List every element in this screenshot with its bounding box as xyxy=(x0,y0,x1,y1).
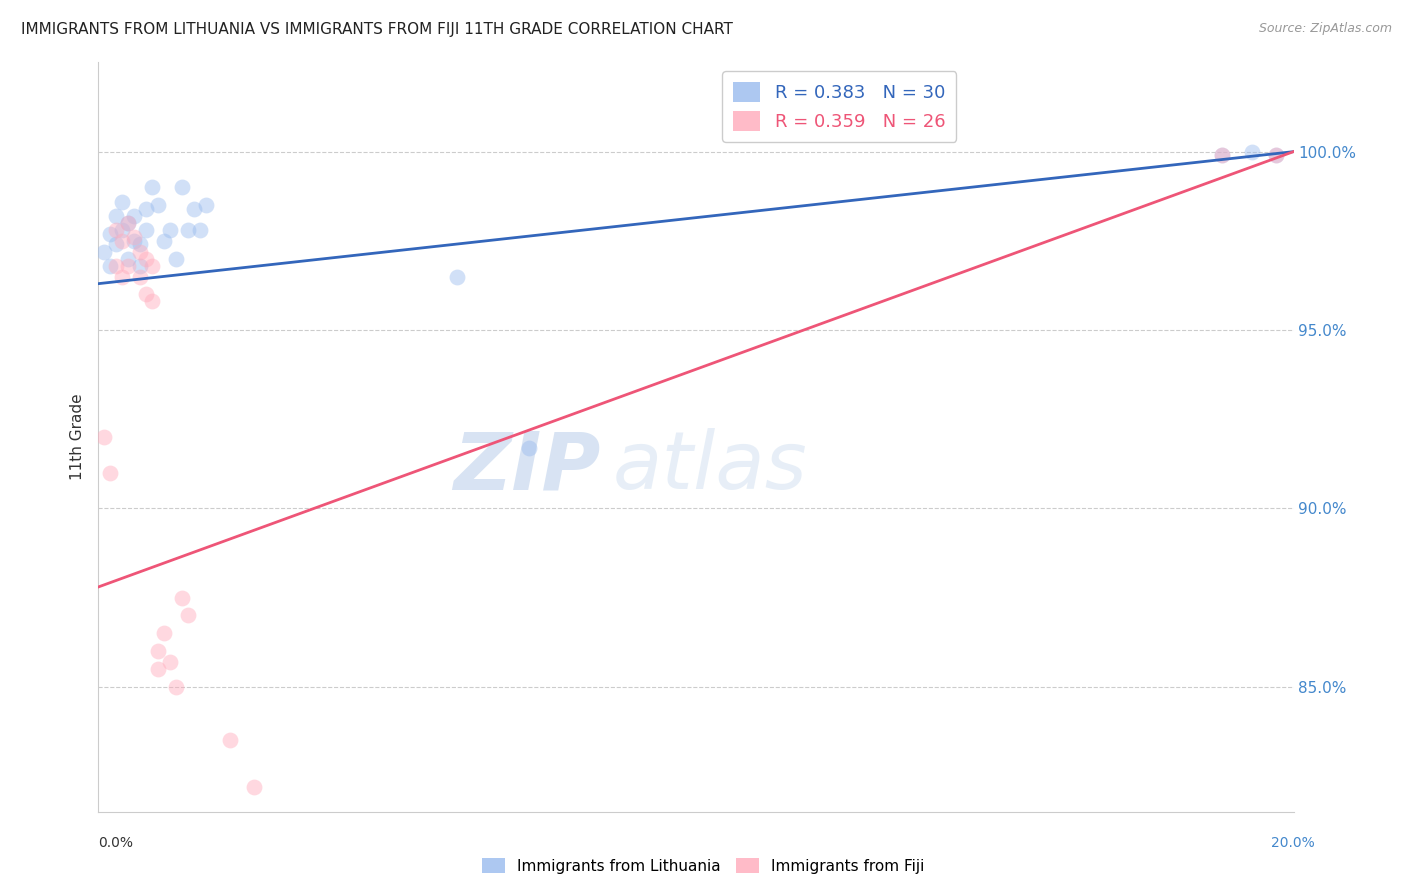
Point xyxy=(135,287,157,301)
Point xyxy=(153,626,176,640)
Point xyxy=(141,294,163,309)
Point xyxy=(135,202,157,216)
Point xyxy=(117,216,139,230)
Text: 0.0%: 0.0% xyxy=(98,836,134,850)
Point xyxy=(1264,148,1286,162)
Point xyxy=(159,655,181,669)
Point xyxy=(129,244,152,259)
Point xyxy=(124,234,146,248)
Point xyxy=(129,269,152,284)
Legend: R = 0.383   N = 30, R = 0.359   N = 26: R = 0.383 N = 30, R = 0.359 N = 26 xyxy=(723,71,956,142)
Point xyxy=(1240,145,1263,159)
Point xyxy=(159,223,181,237)
Point xyxy=(129,259,152,273)
Point xyxy=(117,216,139,230)
Point xyxy=(188,223,211,237)
Point xyxy=(111,194,134,209)
Point xyxy=(165,252,187,266)
Point xyxy=(111,234,134,248)
Text: ZIP: ZIP xyxy=(453,428,600,506)
Point xyxy=(172,591,194,605)
Point xyxy=(1211,148,1233,162)
Point xyxy=(243,780,266,794)
Point xyxy=(135,252,157,266)
Point xyxy=(177,223,200,237)
Point xyxy=(1211,148,1233,162)
Point xyxy=(105,209,128,223)
Point xyxy=(117,259,139,273)
Point xyxy=(105,223,128,237)
Legend: Immigrants from Lithuania, Immigrants from Fiji: Immigrants from Lithuania, Immigrants fr… xyxy=(475,852,931,880)
Point xyxy=(195,198,218,212)
Point xyxy=(148,662,170,676)
Point xyxy=(129,237,152,252)
Point xyxy=(124,209,146,223)
Text: atlas: atlas xyxy=(613,428,807,506)
Point xyxy=(183,202,205,216)
Point xyxy=(219,733,242,747)
Point xyxy=(100,466,122,480)
Point xyxy=(105,259,128,273)
Point xyxy=(153,234,176,248)
Point xyxy=(177,608,200,623)
Text: IMMIGRANTS FROM LITHUANIA VS IMMIGRANTS FROM FIJI 11TH GRADE CORRELATION CHART: IMMIGRANTS FROM LITHUANIA VS IMMIGRANTS … xyxy=(21,22,733,37)
Point xyxy=(446,269,468,284)
Point xyxy=(148,198,170,212)
Point xyxy=(172,180,194,194)
Point xyxy=(100,259,122,273)
Point xyxy=(117,252,139,266)
Point xyxy=(111,269,134,284)
Y-axis label: 11th Grade: 11th Grade xyxy=(70,393,86,481)
Point xyxy=(124,230,146,244)
Point xyxy=(1264,148,1286,162)
Point xyxy=(93,244,115,259)
Point xyxy=(148,644,170,658)
Text: 20.0%: 20.0% xyxy=(1271,836,1315,850)
Point xyxy=(105,237,128,252)
Text: Source: ZipAtlas.com: Source: ZipAtlas.com xyxy=(1258,22,1392,36)
Point xyxy=(141,180,163,194)
Point xyxy=(517,441,540,455)
Point xyxy=(135,223,157,237)
Point xyxy=(100,227,122,241)
Point xyxy=(93,430,115,444)
Point xyxy=(111,223,134,237)
Point xyxy=(165,680,187,694)
Point xyxy=(141,259,163,273)
